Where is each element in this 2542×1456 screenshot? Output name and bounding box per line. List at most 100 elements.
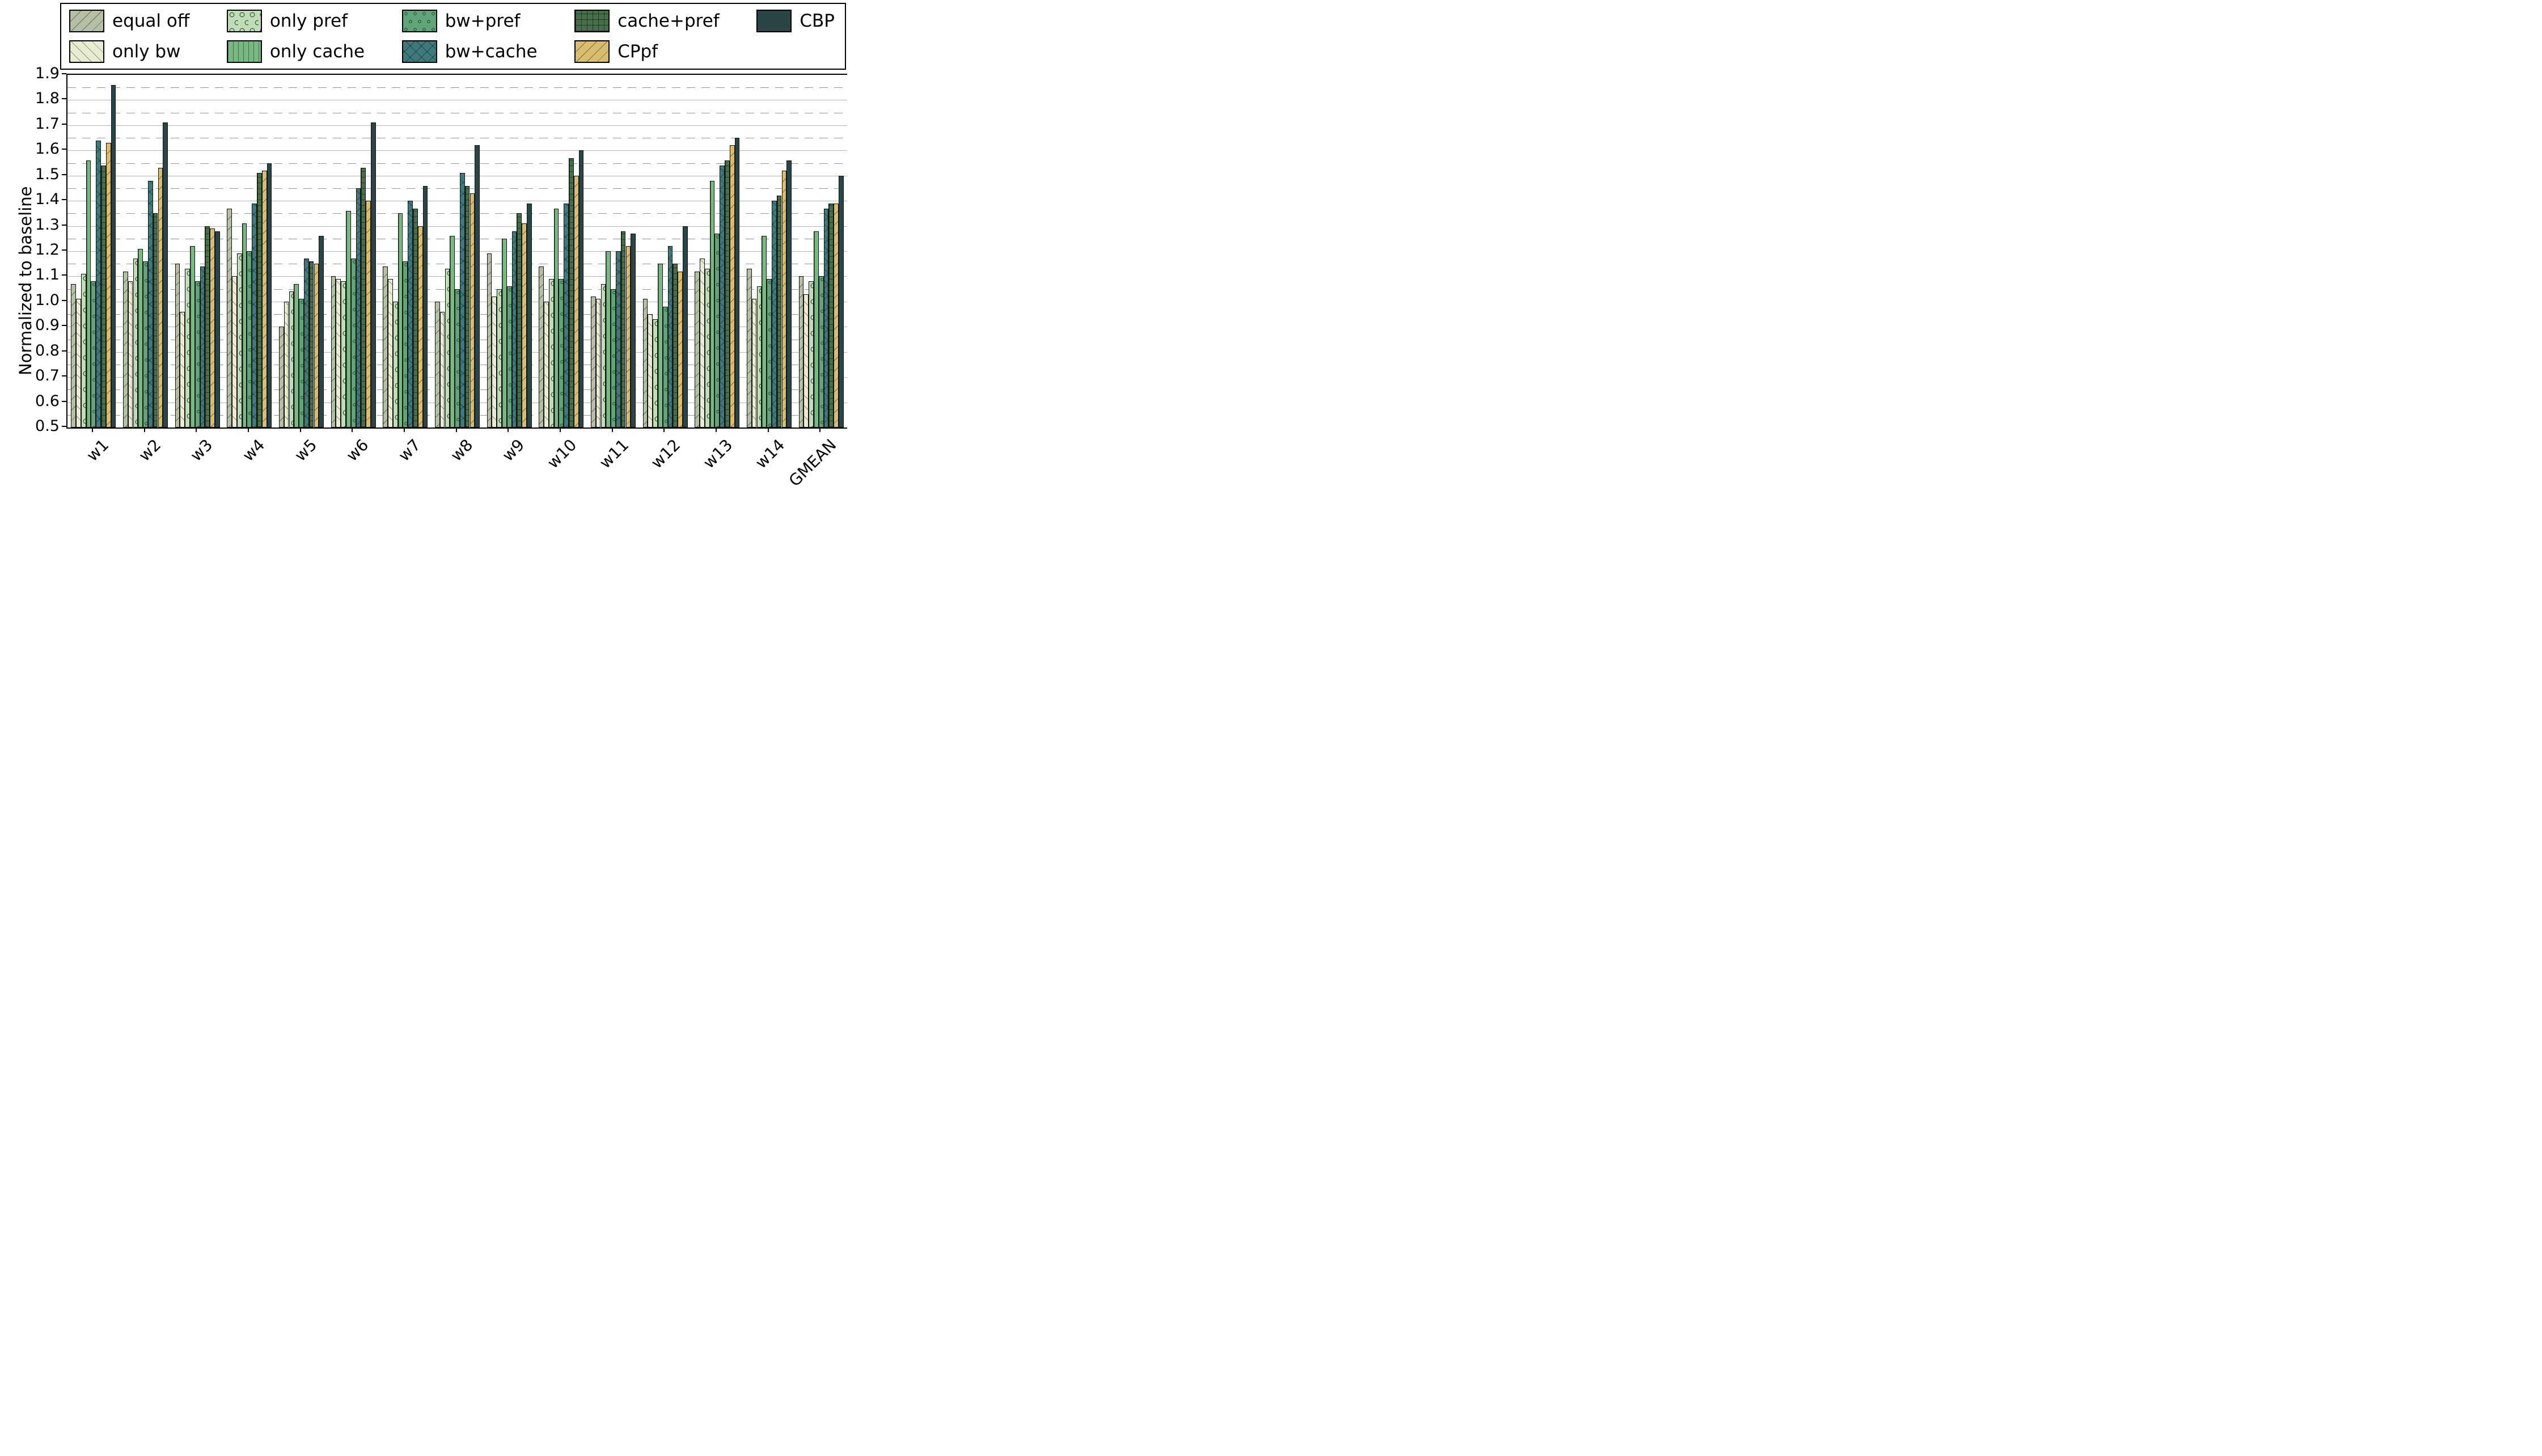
- bar: [138, 248, 143, 428]
- bar: [91, 281, 96, 428]
- bar: [267, 163, 272, 428]
- x-tick-label: w8: [446, 435, 476, 465]
- bar: [214, 231, 220, 428]
- bar: [175, 264, 180, 428]
- x-tick-mark: [455, 428, 457, 432]
- bar: [341, 281, 346, 428]
- bar: [475, 145, 480, 428]
- bar: [695, 271, 700, 428]
- bar: [455, 289, 460, 428]
- bar: [356, 188, 361, 428]
- y-tick-mark: [62, 173, 66, 175]
- bar: [459, 173, 465, 428]
- bar: [714, 233, 720, 428]
- bar: [210, 228, 215, 428]
- gridline-major: [67, 226, 847, 227]
- bar: [189, 246, 195, 428]
- bar: [158, 168, 163, 428]
- bar: [278, 327, 284, 428]
- bar: [370, 122, 376, 428]
- y-tick-mark: [62, 426, 66, 427]
- y-tick-mark: [62, 350, 66, 352]
- bar: [153, 213, 158, 428]
- gridline-minor: [67, 87, 847, 88]
- x-tick-mark: [247, 428, 249, 432]
- x-tick-label: w11: [595, 435, 632, 472]
- bar: [497, 289, 502, 428]
- bar: [606, 251, 611, 428]
- y-tick-mark: [62, 400, 66, 402]
- legend-label: CPpf: [617, 41, 658, 62]
- bar: [828, 203, 834, 428]
- y-tick-label: 1.5: [35, 165, 60, 183]
- bar: [86, 160, 91, 428]
- bar: [180, 311, 185, 428]
- legend-item: only cache: [226, 39, 365, 64]
- bar: [331, 276, 336, 428]
- y-tick-label: 0.9: [35, 316, 60, 335]
- bar: [417, 226, 423, 428]
- bar: [247, 251, 252, 428]
- bar: [96, 140, 101, 428]
- x-tick-label: w9: [498, 435, 528, 465]
- legend-column: bw+pref bw+cache: [401, 9, 538, 64]
- legend-label: only bw: [112, 41, 181, 62]
- legend-swatch-cache-pref: [574, 10, 610, 32]
- y-tick-label: 1.6: [35, 140, 60, 158]
- figure: Normalized to baseline equal off only bw o…: [0, 0, 847, 485]
- bar: [803, 294, 809, 428]
- gridline-major: [67, 276, 847, 277]
- legend-column: equal off only bw: [69, 9, 189, 64]
- bar: [725, 160, 730, 428]
- legend-swatch-cbp: [756, 10, 792, 32]
- bar: [559, 278, 564, 428]
- bar: [101, 165, 106, 428]
- y-tick-label: 1.4: [35, 191, 60, 209]
- bar: [526, 203, 532, 428]
- bar: [838, 175, 844, 428]
- y-tick-mark: [62, 375, 66, 377]
- legend-swatch-only-bw: [69, 40, 104, 63]
- x-tick-label: w4: [239, 435, 269, 465]
- bar: [767, 278, 772, 428]
- bar: [422, 185, 428, 428]
- legend-swatch-equal-off: [69, 10, 104, 32]
- y-tick-label: 0.7: [35, 367, 60, 385]
- bar: [798, 276, 804, 428]
- bar: [700, 259, 705, 428]
- bar: [834, 203, 839, 428]
- x-tick-label: w1: [83, 435, 113, 465]
- bar: [185, 269, 190, 428]
- y-tick-label: 0.8: [35, 341, 60, 359]
- x-tick-mark: [559, 428, 561, 432]
- bar: [823, 208, 829, 428]
- legend-label: only pref: [269, 11, 348, 31]
- x-tick-label: w3: [187, 435, 217, 465]
- bar: [751, 299, 757, 428]
- bar: [813, 231, 819, 428]
- legend-column: CBP: [756, 9, 835, 33]
- gridline-minor: [67, 163, 847, 164]
- bar: [314, 264, 319, 428]
- x-tick-label: w2: [134, 435, 164, 465]
- x-tick-label: w12: [647, 435, 684, 472]
- bar: [319, 236, 324, 428]
- bar: [511, 231, 517, 428]
- bar: [252, 203, 257, 428]
- bar: [653, 319, 658, 428]
- bar: [648, 314, 653, 428]
- bar: [729, 145, 735, 428]
- bar: [470, 193, 475, 428]
- bar: [786, 160, 792, 428]
- bar: [501, 238, 507, 428]
- x-tick-mark: [196, 428, 197, 432]
- bar: [667, 246, 673, 428]
- legend-column: cache+pref CPpf: [574, 9, 720, 64]
- x-tick-mark: [299, 428, 301, 432]
- legend-swatch-only-pref: [226, 10, 262, 32]
- bar: [289, 291, 294, 428]
- bar: [771, 201, 777, 428]
- bar: [205, 226, 210, 428]
- bar: [397, 213, 403, 428]
- x-tick-mark: [715, 428, 717, 432]
